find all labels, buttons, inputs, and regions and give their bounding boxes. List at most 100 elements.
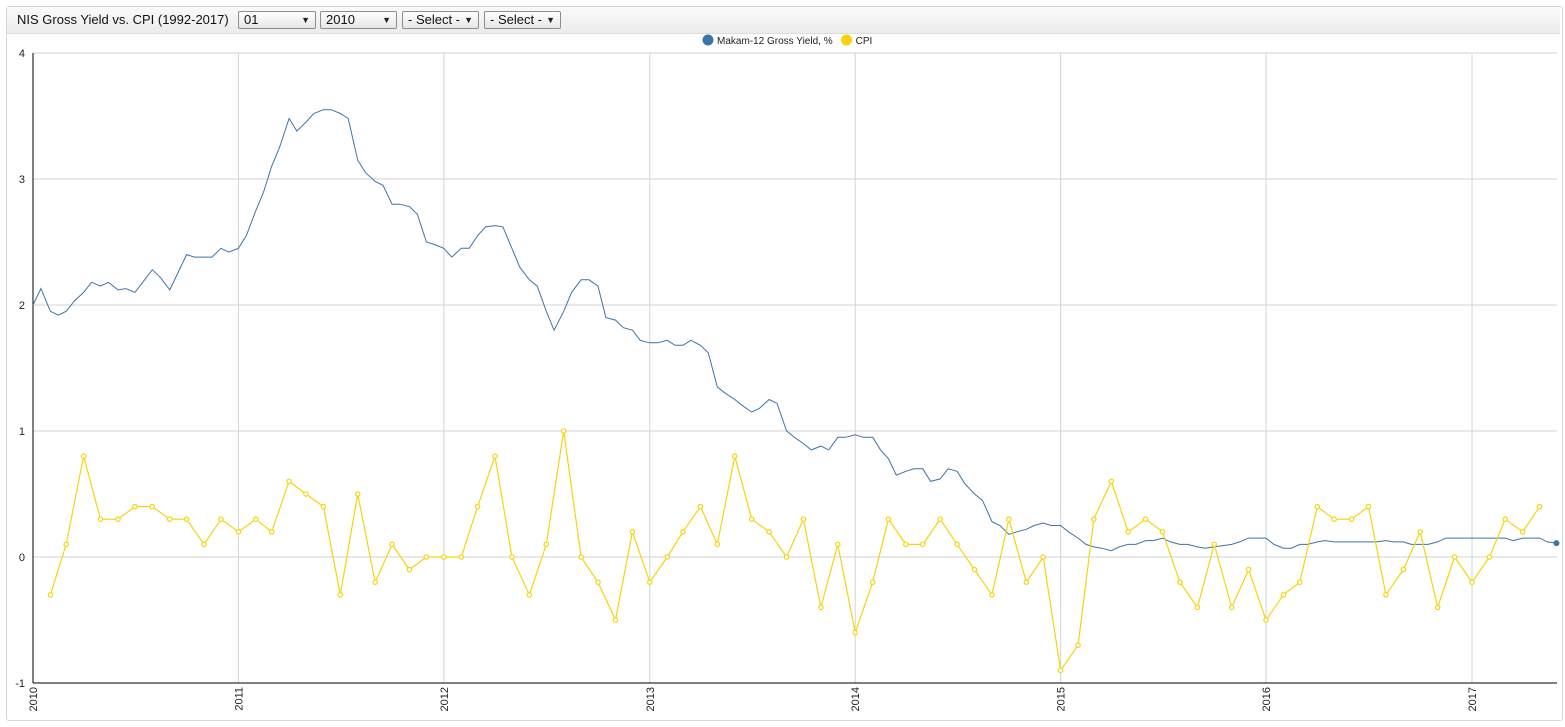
series-point-cpi xyxy=(337,591,344,598)
series-line-cpi xyxy=(49,430,1541,672)
chevron-down-icon: ▼ xyxy=(546,15,555,25)
chart-title: NIS Gross Yield vs. CPI (1992-2017) xyxy=(17,12,229,27)
series-point-cpi xyxy=(937,516,943,523)
series-point-cpi xyxy=(1280,591,1287,598)
series-point-cpi xyxy=(1519,528,1526,535)
series-point-cpi xyxy=(714,541,721,548)
x-tick-label: 2016 xyxy=(1261,687,1273,711)
series-point-cpi xyxy=(253,516,259,523)
filter-select-a[interactable]: - Select - ▼ xyxy=(402,11,479,29)
series-point-cpi xyxy=(748,516,755,523)
series-point-cpi xyxy=(235,528,242,535)
series-point-cpi xyxy=(903,541,909,548)
month-select-value: 01 xyxy=(244,12,259,27)
legend: Makam-12 Gross Yield, % CPI xyxy=(702,34,872,47)
month-select[interactable]: 01 ▼ xyxy=(238,11,316,29)
series-point-cpi xyxy=(869,579,876,586)
series-point-cpi xyxy=(201,541,207,548)
series-point-cpi xyxy=(885,516,892,523)
series-point-cpi xyxy=(697,503,704,510)
y-tick-label: -1 xyxy=(15,678,25,690)
series-point-cpi xyxy=(1383,591,1389,598)
series-point-cpi xyxy=(303,491,309,497)
series-point-cpi xyxy=(1451,554,1458,560)
y-tick-label: 2 xyxy=(19,300,25,312)
series-point-cpi xyxy=(989,591,995,598)
series-point-cpi xyxy=(731,453,738,460)
series-point-cpi xyxy=(268,528,275,535)
series-point-cpi xyxy=(595,579,601,586)
series-point-cpi xyxy=(919,541,926,548)
axes: -1 0 1 2 3 4 2010 2011 2012 2013 2014 2015 2016 2017 xyxy=(15,48,1557,711)
plot-area xyxy=(33,53,1557,683)
series-point-cpi xyxy=(1331,516,1337,523)
x-tick-label: 2011 xyxy=(233,687,245,711)
series-point-cpi xyxy=(1348,516,1355,523)
series-point-cpi xyxy=(1075,642,1081,649)
legend-marker xyxy=(841,34,853,46)
series-point-cpi xyxy=(1417,528,1424,535)
series-point-cpi xyxy=(509,554,515,560)
series-point-cpi xyxy=(1006,516,1012,523)
chevron-down-icon: ▼ xyxy=(301,15,310,25)
series-point-cpi xyxy=(389,541,395,548)
series-point-cpi xyxy=(372,579,378,586)
series-point-cpi xyxy=(1245,566,1252,573)
year-select[interactable]: 2010 ▼ xyxy=(320,11,397,29)
series-point-cpi xyxy=(1400,566,1407,573)
series-point-cpi xyxy=(1263,617,1269,623)
series-point-cpi xyxy=(441,554,447,560)
series-point-cpi xyxy=(458,554,465,560)
series-point-cpi xyxy=(97,516,104,523)
series-point-cpi xyxy=(132,503,138,510)
y-tick-label: 4 xyxy=(19,48,25,60)
series-point-cpi xyxy=(800,516,807,523)
series-point-cpi xyxy=(834,541,841,548)
series-point-cpi xyxy=(852,629,859,636)
series-point-cpi xyxy=(1177,579,1183,586)
series-point-cpi xyxy=(1469,579,1475,586)
series-point-cpi xyxy=(971,566,978,573)
series-point-cpi xyxy=(1486,554,1493,560)
y-tick-label: 3 xyxy=(19,174,25,186)
legend-marker xyxy=(702,34,714,46)
series-point-cpi xyxy=(149,503,156,510)
grid xyxy=(32,52,1557,684)
y-tick-label: 1 xyxy=(19,426,25,438)
series-point-cpi xyxy=(1159,528,1166,535)
x-tick-label: 2015 xyxy=(1056,687,1068,711)
series-point-cpi xyxy=(664,554,671,560)
series-point-cpi xyxy=(1536,503,1543,510)
chevron-down-icon: ▼ xyxy=(382,15,391,25)
series-point-cpi xyxy=(1211,541,1218,548)
filter-select-b[interactable]: - Select - ▼ xyxy=(484,11,561,29)
series-point-cpi xyxy=(680,528,686,535)
series-point-cpi xyxy=(1125,528,1131,535)
series-point-cpi xyxy=(1314,503,1321,510)
series-point-cpi xyxy=(1040,554,1046,560)
series-point-cpi xyxy=(543,541,550,548)
series-point-cpi xyxy=(492,453,498,460)
series-point-cpi xyxy=(1502,516,1509,523)
series-point-cpi xyxy=(115,516,121,523)
series-point-cpi xyxy=(286,478,292,485)
filter-select-b-value: - Select - xyxy=(490,12,543,27)
series-point-cpi xyxy=(1057,667,1064,674)
x-tick-label: 2014 xyxy=(850,687,862,711)
series-point-cpi xyxy=(354,491,361,497)
series-point-cpi xyxy=(423,554,430,560)
series-point-cpi xyxy=(783,554,790,560)
chevron-down-icon: ▼ xyxy=(464,15,473,25)
series-point-cpi xyxy=(818,604,824,611)
filter-select-a-value: - Select - xyxy=(408,12,461,27)
y-tick-label: 0 xyxy=(19,552,25,564)
series-point-cpi xyxy=(63,541,70,548)
series-point-cpi xyxy=(1228,604,1235,611)
series-point-cpi xyxy=(1365,503,1372,510)
series-point-cpi xyxy=(1194,604,1201,611)
series-point-cpi xyxy=(578,554,584,560)
series-point-cpi xyxy=(1108,478,1115,485)
series-point-cpi xyxy=(954,541,960,548)
series-point-cpi xyxy=(766,528,772,535)
